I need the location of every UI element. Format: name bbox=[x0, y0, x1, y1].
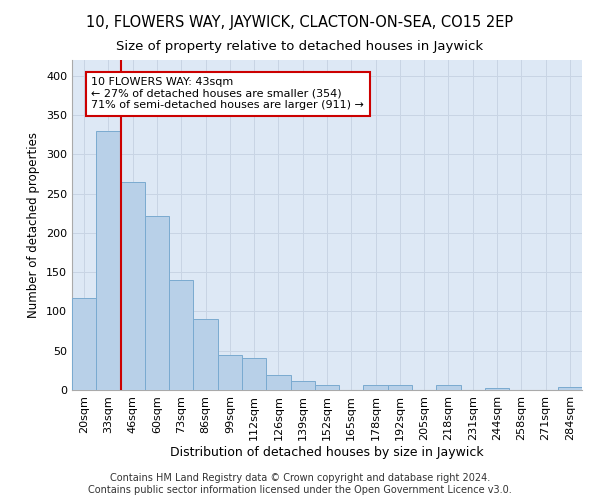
Text: Size of property relative to detached houses in Jaywick: Size of property relative to detached ho… bbox=[116, 40, 484, 53]
Bar bbox=[193, 320, 218, 390]
Text: 10 FLOWERS WAY: 43sqm
← 27% of detached houses are smaller (354)
71% of semi-det: 10 FLOWERS WAY: 43sqm ← 27% of detached … bbox=[91, 78, 364, 110]
Bar bbox=[266, 375, 290, 390]
Bar bbox=[242, 358, 266, 390]
Bar bbox=[436, 384, 461, 390]
Bar bbox=[364, 386, 388, 390]
Bar bbox=[96, 130, 121, 390]
X-axis label: Distribution of detached houses by size in Jaywick: Distribution of detached houses by size … bbox=[170, 446, 484, 458]
Bar bbox=[290, 382, 315, 390]
Bar bbox=[558, 387, 582, 390]
Bar bbox=[388, 384, 412, 390]
Bar bbox=[72, 298, 96, 390]
Y-axis label: Number of detached properties: Number of detached properties bbox=[28, 132, 40, 318]
Bar bbox=[121, 182, 145, 390]
Bar bbox=[169, 280, 193, 390]
Text: Contains HM Land Registry data © Crown copyright and database right 2024.
Contai: Contains HM Land Registry data © Crown c… bbox=[88, 474, 512, 495]
Bar bbox=[485, 388, 509, 390]
Bar bbox=[145, 216, 169, 390]
Bar bbox=[315, 386, 339, 390]
Bar bbox=[218, 354, 242, 390]
Text: 10, FLOWERS WAY, JAYWICK, CLACTON-ON-SEA, CO15 2EP: 10, FLOWERS WAY, JAYWICK, CLACTON-ON-SEA… bbox=[86, 15, 514, 30]
